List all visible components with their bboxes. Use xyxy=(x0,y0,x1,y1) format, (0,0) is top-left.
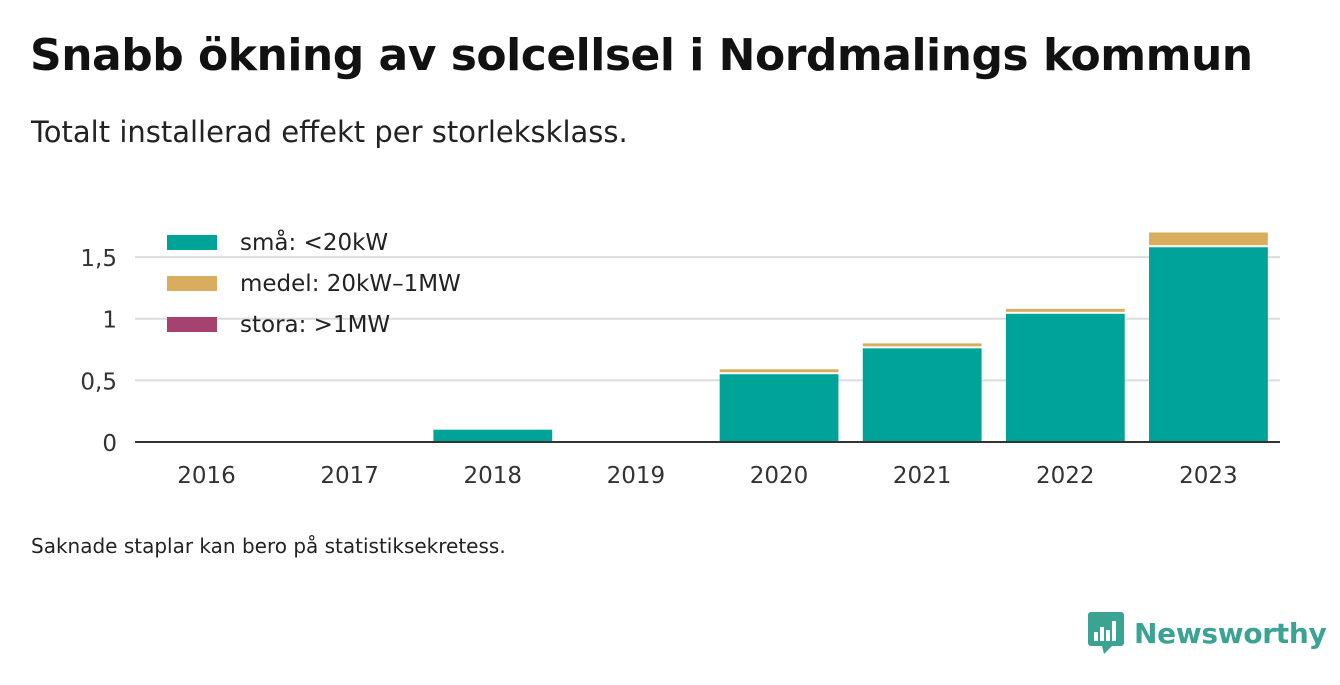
bar-chart: 0 0,5 1 1,5 2016 2017 2018 2019 2020 2021 2022 2023 xyxy=(80,232,1280,489)
legend-label-small: små: <20kW xyxy=(240,229,389,256)
legend-swatch-small xyxy=(167,235,217,250)
x-tick-label: 2016 xyxy=(177,463,236,489)
y-tick-label: 1,5 xyxy=(80,246,117,272)
x-tick-label: 2021 xyxy=(893,463,952,489)
x-tick-label: 2020 xyxy=(750,463,809,489)
brand[interactable]: Newsworthy xyxy=(1088,612,1327,654)
bar-segment-2020-0 xyxy=(719,374,839,442)
bar-segment-2021-0 xyxy=(862,348,982,442)
legend-label-large: stora: >1MW xyxy=(240,311,391,338)
chart-subtitle: Totalt installerad effekt per storlekskl… xyxy=(31,115,628,149)
bar-segment-2018-0 xyxy=(433,429,553,442)
chart-title: Snabb ökning av solcellsel i Nordmalings… xyxy=(30,30,1253,81)
x-tick-label: 2017 xyxy=(320,463,379,489)
y-tick-label: 1 xyxy=(102,308,117,334)
y-tick-label: 0 xyxy=(102,431,117,457)
legend-item-medium: medel: 20kW–1MW xyxy=(155,263,461,304)
y-tick-label: 0,5 xyxy=(80,369,117,395)
bar-segment-2022-0 xyxy=(1005,313,1125,442)
x-tick-label: 2019 xyxy=(607,463,666,489)
bar-segment-2021-1 xyxy=(862,343,982,347)
bar-segment-2020-1 xyxy=(719,369,839,373)
legend: små: <20kW medel: 20kW–1MW stora: >1MW xyxy=(155,222,461,345)
newsworthy-logo-icon xyxy=(1088,612,1124,654)
bar-segment-2023-0 xyxy=(1149,247,1268,442)
footnote: Saknade staplar kan bero på statistiksek… xyxy=(31,534,506,558)
legend-swatch-medium xyxy=(167,276,217,291)
x-tick-label: 2018 xyxy=(464,463,523,489)
brand-name: Newsworthy xyxy=(1134,616,1327,650)
x-tick-label: 2022 xyxy=(1036,463,1095,489)
bar-segment-2022-1 xyxy=(1005,308,1125,312)
bar-segment-2023-1 xyxy=(1149,232,1268,246)
legend-item-large: stora: >1MW xyxy=(155,304,461,345)
legend-label-medium: medel: 20kW–1MW xyxy=(240,270,461,297)
x-tick-label: 2023 xyxy=(1179,463,1238,489)
legend-swatch-large xyxy=(167,317,217,332)
legend-item-small: små: <20kW xyxy=(155,222,461,263)
